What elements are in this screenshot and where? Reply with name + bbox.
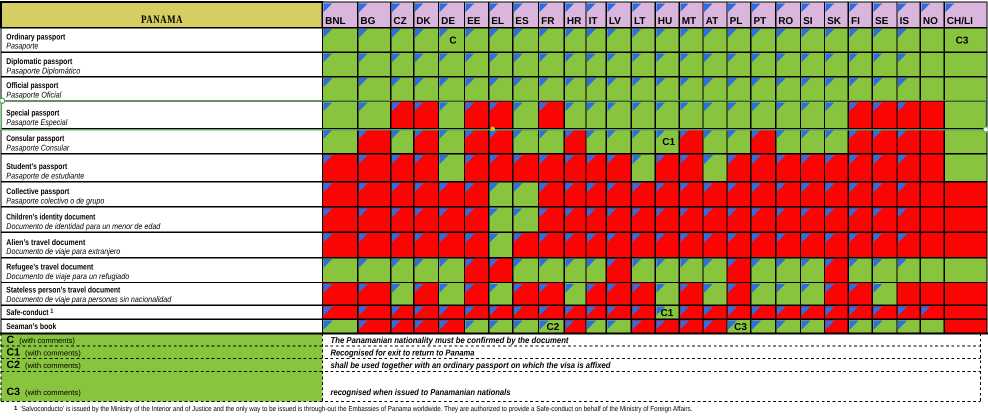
svg-text:LT: LT: [634, 16, 645, 27]
svg-text:FI: FI: [851, 16, 860, 27]
svg-text:C2: C2: [547, 322, 560, 333]
svg-text:Pasaporte Especial: Pasaporte Especial: [6, 117, 68, 127]
svg-text:Children’s identity document: Children’s identity document: [6, 211, 95, 221]
svg-text:Pasaporte de estudiante: Pasaporte de estudiante: [6, 170, 84, 180]
svg-text:C2 (with comments): C2 (with comments): [7, 359, 82, 371]
svg-text:Pasaporte colectivo o de grupo: Pasaporte colectivo o de grupo: [6, 196, 104, 206]
svg-text:Collective passport: Collective passport: [6, 186, 69, 196]
svg-text:EL: EL: [491, 16, 504, 27]
svg-text:SK: SK: [827, 16, 842, 27]
svg-text:Safe-conduct 1: Safe-conduct 1: [6, 307, 53, 317]
svg-text:EE: EE: [467, 16, 481, 27]
svg-text:Pasaporte: Pasaporte: [6, 41, 38, 51]
svg-text:Refugee’s travel document: Refugee’s travel document: [6, 262, 93, 272]
svg-text:PANAMA: PANAMA: [141, 14, 183, 26]
svg-text:AT: AT: [706, 16, 719, 27]
svg-text:BNL: BNL: [325, 16, 346, 27]
svg-text:C3: C3: [956, 36, 969, 47]
svg-text:DK: DK: [416, 16, 431, 27]
svg-text:Documento de viaje para un ref: Documento de viaje para un refugiado: [6, 271, 129, 281]
svg-text:DE: DE: [441, 16, 455, 27]
svg-text:NO: NO: [923, 16, 938, 27]
svg-text:C1: C1: [662, 137, 675, 148]
svg-text:C3: C3: [734, 322, 747, 333]
svg-text:Diplomatic passport: Diplomatic passport: [6, 56, 72, 66]
svg-text:recognised when issued to Pana: recognised when issued to Panamanian nat…: [331, 387, 511, 397]
svg-text:Pasaporte Diplomático: Pasaporte Diplomático: [6, 65, 80, 75]
svg-text:C1 (with comments): C1 (with comments): [7, 347, 82, 359]
svg-text:SE: SE: [875, 16, 889, 27]
svg-text:CZ: CZ: [393, 16, 406, 27]
svg-text:Documento de identidad para un: Documento de identidad para un menor de …: [6, 221, 160, 231]
svg-text:Ordinary passport: Ordinary passport: [6, 31, 65, 41]
svg-text:ES: ES: [515, 16, 529, 27]
svg-text:C: C: [449, 36, 456, 47]
svg-text:FR: FR: [541, 16, 555, 27]
svg-text:CH/LI: CH/LI: [947, 16, 973, 27]
svg-text:PL: PL: [730, 16, 743, 27]
svg-text:Student’s passport: Student’s passport: [6, 161, 67, 171]
svg-text:C1: C1: [661, 308, 674, 319]
svg-text:Seaman’s book: Seaman’s book: [6, 321, 56, 331]
svg-text:IT: IT: [589, 16, 598, 27]
svg-text:LV: LV: [609, 16, 621, 27]
svg-text:Documento de viaje para person: Documento de viaje para personas sin nac…: [6, 294, 171, 304]
svg-text:Pasaporte Oficial: Pasaporte Oficial: [6, 90, 62, 100]
svg-text:Stateless person’s travel docu: Stateless person’s travel document: [6, 284, 120, 294]
svg-text:Official passport: Official passport: [6, 80, 58, 90]
svg-text:1‘Salvoconducto’ is issued by: 1 ‘Salvoconducto’ is issued by the Minist…: [14, 404, 692, 413]
svg-text:HR: HR: [567, 16, 582, 27]
svg-text:PT: PT: [754, 16, 767, 27]
svg-text:Pasaporte Consular: Pasaporte Consular: [6, 142, 70, 152]
svg-text:C (with comments): C (with comments): [7, 334, 76, 346]
svg-text:BG: BG: [360, 16, 375, 27]
svg-text:Consular passport: Consular passport: [6, 133, 64, 143]
svg-text:Alien’s travel document: Alien’s travel document: [6, 237, 85, 247]
svg-text:SI: SI: [803, 16, 813, 27]
svg-text:MT: MT: [682, 16, 696, 27]
svg-text:C3 (with comments): C3 (with comments): [7, 386, 82, 398]
svg-text:Recognised for exit to return: Recognised for exit to return to Panama: [331, 348, 475, 358]
svg-text:shall be used together with an: shall be used together with an ordinary …: [331, 360, 612, 370]
svg-text:HU: HU: [658, 16, 672, 27]
svg-text:IS: IS: [900, 16, 910, 27]
svg-text:Special passport: Special passport: [6, 108, 59, 118]
svg-text:RO: RO: [778, 16, 793, 27]
svg-text:The Panamanian nationality mus: The Panamanian nationality must be confi…: [331, 335, 570, 345]
svg-text:Documento de viaje para extran: Documento de viaje para extranjero: [6, 246, 120, 256]
